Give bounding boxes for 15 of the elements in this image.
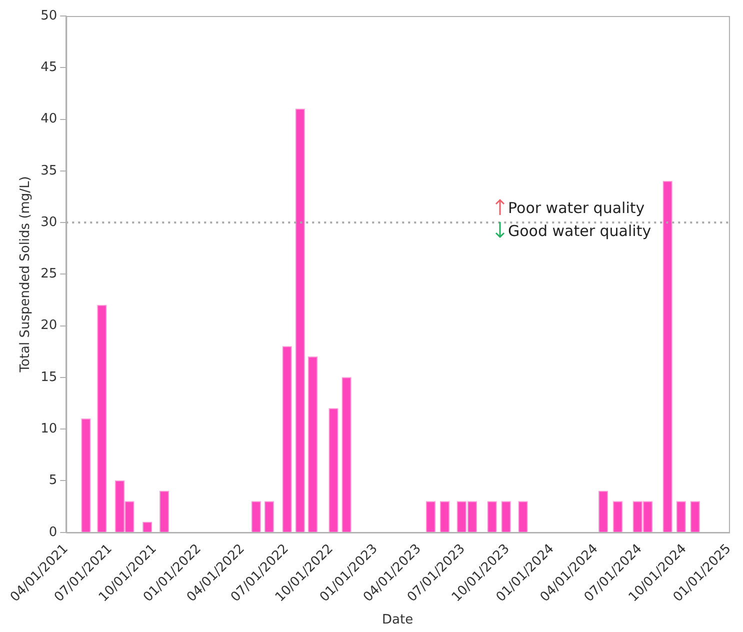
annotation: Good water quality xyxy=(508,222,652,240)
y-tick-label: 40 xyxy=(40,112,58,127)
y-tick-label: 5 xyxy=(48,473,58,488)
y-tick-label: 35 xyxy=(40,163,58,178)
y-axis-title: Total Suspended Solids (mg/L) xyxy=(18,176,34,374)
y-tick-label: 10 xyxy=(40,421,58,436)
y-tick-label: 50 xyxy=(40,8,58,24)
y-tick-label: 20 xyxy=(40,318,58,334)
y-tick-label: 45 xyxy=(40,60,58,76)
y-tick-label: 30 xyxy=(40,214,58,230)
x-axis-title: Date xyxy=(382,612,414,628)
y-tick-label: 0 xyxy=(48,524,58,540)
y-tick-label: 25 xyxy=(40,266,58,282)
y-tick-label: 15 xyxy=(40,370,58,385)
annotation: Poor water quality xyxy=(508,199,645,217)
